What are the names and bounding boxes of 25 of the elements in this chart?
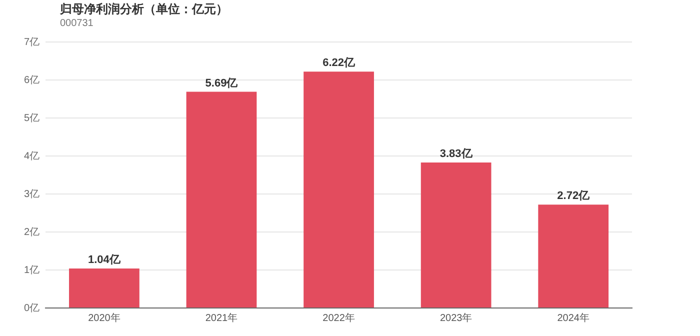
y-tick-label: 0亿 xyxy=(24,302,40,314)
y-tick-label: 1亿 xyxy=(24,264,40,276)
bar xyxy=(304,72,374,308)
x-tick-label: 2024年 xyxy=(557,312,590,324)
y-tick-label: 5亿 xyxy=(24,112,40,124)
bar xyxy=(420,162,492,308)
y-tick-label: 7亿 xyxy=(24,36,40,48)
data-label: 1.04亿 xyxy=(88,254,122,266)
chart-title: 归母净利润分析（单位：亿元） xyxy=(60,2,229,17)
data-label: 3.83亿 xyxy=(440,148,474,160)
y-tick-label: 3亿 xyxy=(24,188,40,200)
y-tick-label: 6亿 xyxy=(24,74,40,86)
data-label: 6.22亿 xyxy=(322,57,356,70)
y-tick-label: 2亿 xyxy=(24,226,40,238)
x-tick-label: 2023年 xyxy=(440,312,472,324)
x-tick-label: 2020年 xyxy=(88,312,120,324)
y-tick-label: 4亿 xyxy=(24,150,40,162)
bar xyxy=(186,92,257,308)
x-tick-label: 2021年 xyxy=(205,312,238,324)
bar xyxy=(69,268,140,308)
chart-subtitle: 000731 xyxy=(60,17,94,30)
data-label: 5.69亿 xyxy=(205,77,239,90)
bar xyxy=(538,204,609,308)
data-label: 2.72亿 xyxy=(557,190,591,202)
x-tick-label: 2022年 xyxy=(322,312,355,324)
